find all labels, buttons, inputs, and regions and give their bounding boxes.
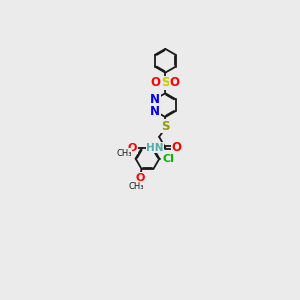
Text: O: O — [135, 172, 145, 182]
Text: N: N — [150, 105, 160, 118]
Text: CH₃: CH₃ — [128, 182, 143, 190]
Text: O: O — [151, 76, 161, 89]
Text: N: N — [150, 93, 160, 106]
Text: O: O — [128, 143, 137, 153]
Text: S: S — [161, 76, 170, 89]
Text: O: O — [172, 141, 182, 154]
Text: Cl: Cl — [162, 154, 174, 164]
Text: S: S — [161, 120, 170, 133]
Text: HN: HN — [146, 142, 164, 152]
Text: CH₃: CH₃ — [116, 149, 132, 158]
Text: O: O — [170, 76, 180, 89]
